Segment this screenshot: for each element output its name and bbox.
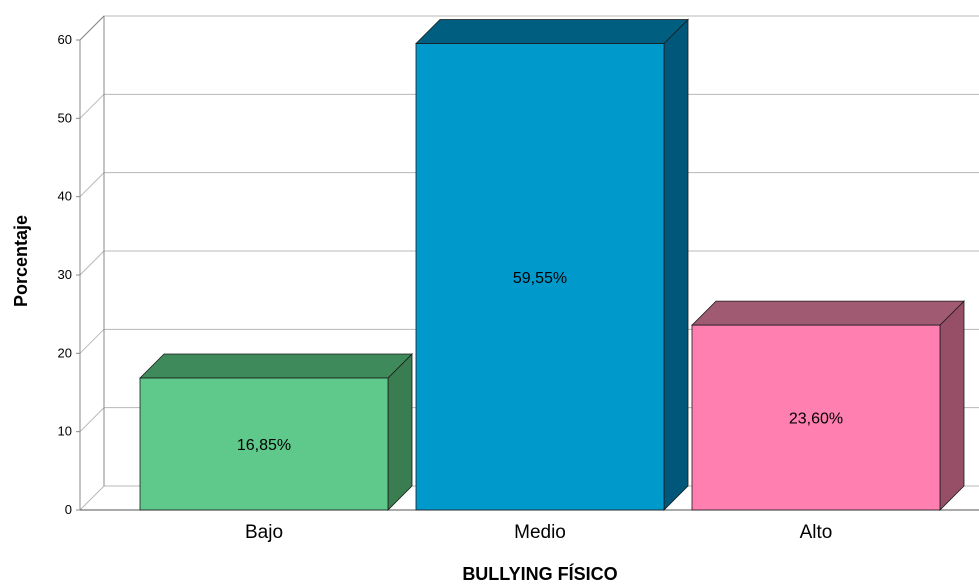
y-axis-ticks: 0 10 20 30 40 50 60 [58,32,80,517]
bar-top-face [139,353,413,379]
x-category-label: Bajo [245,522,283,543]
y-tick-label: 0 [65,502,72,517]
bar-front-face [415,43,665,511]
x-axis-categories: Bajo Medio Alto [245,522,832,543]
bar-bajo: 16,85% [139,353,413,511]
bar-top-face [415,19,689,44]
bar-front-face [691,324,941,511]
y-tick-label: 30 [58,267,72,282]
left-wall-top-edge [79,15,105,41]
bar-side-face [387,353,413,511]
bars: 16,85% 59,55% 23,60% [139,18,965,511]
data-label: 23,60% [789,411,843,428]
x-category-label: Medio [514,522,566,543]
x-category-label: Alto [800,522,833,543]
y-tick-label: 50 [58,110,72,125]
bar-alto: 23,60% [691,300,965,511]
y-tick-label: 10 [58,424,72,439]
data-label: 59,55% [513,270,567,287]
y-axis-title: Porcentaje [11,215,31,307]
y-tick-label: 40 [58,189,72,204]
bar-medio: 59,55% [415,18,689,511]
y-tick-label: 60 [58,32,72,47]
bar-front-face [139,377,389,511]
y-tick-label: 20 [58,345,72,360]
x-axis-title: BULLYING FÍSICO [462,563,617,584]
bar-side-face [663,18,689,511]
data-label: 16,85% [237,437,291,454]
bar-top-face [691,300,965,326]
bar-side-face [939,300,965,511]
